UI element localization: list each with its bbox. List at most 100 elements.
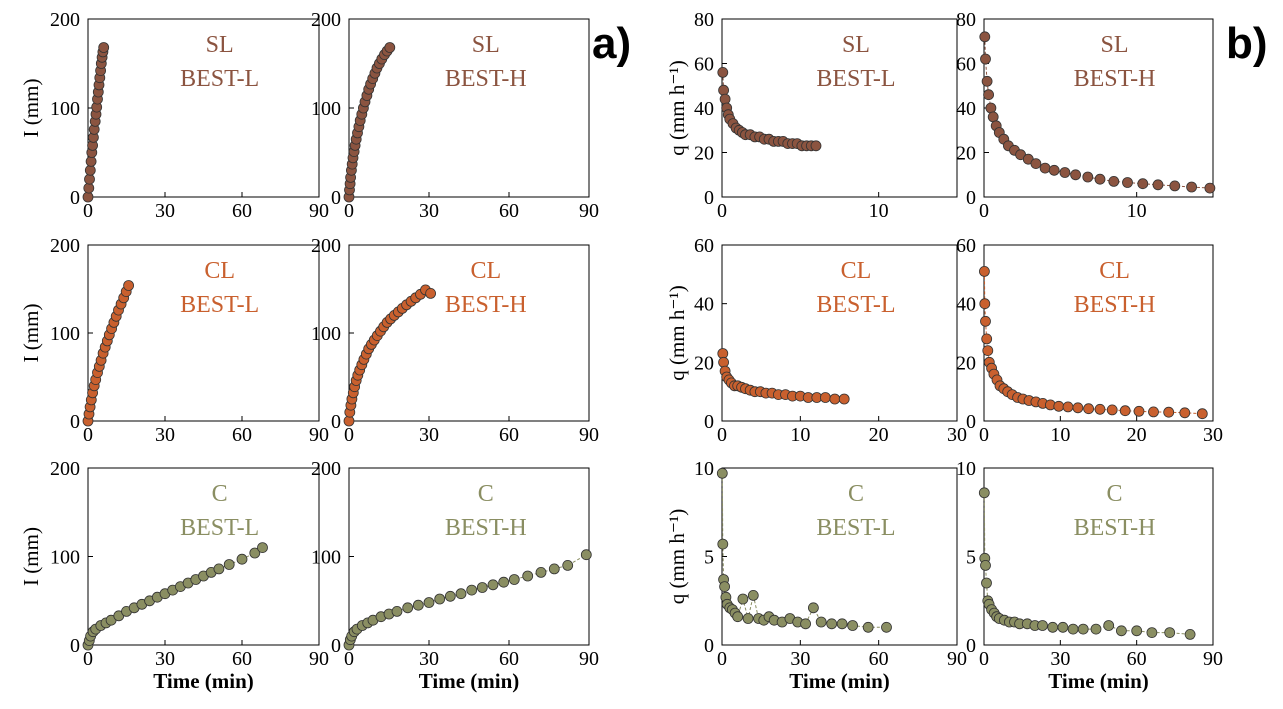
- data-point: [1053, 400, 1065, 412]
- soil-label: CL: [841, 258, 872, 284]
- data-point: [83, 182, 95, 194]
- x-tick-label: 60: [232, 424, 252, 446]
- y-tick-label: 0: [966, 635, 976, 657]
- soil-label: CL: [1099, 258, 1130, 284]
- x-tick-label: 60: [869, 648, 889, 670]
- data-point: [1094, 403, 1106, 415]
- method-label: BEST-H: [1074, 292, 1156, 318]
- y-tick-label: 20: [956, 352, 976, 374]
- data-point: [742, 613, 754, 624]
- panel-b-tag: b): [1226, 19, 1268, 68]
- chart-a-C-L: 0 30 60 90 0 100 200 I (mm) Time (min) C BEST-L: [19, 458, 329, 693]
- chart-b-CL-H: 0 10 20 30 0 20 40 60 CL BEST-H: [956, 235, 1223, 446]
- data-point: [223, 559, 235, 570]
- method-label: BEST-L: [816, 292, 895, 318]
- y-tick-label: 0: [70, 635, 80, 657]
- data-point: [982, 345, 994, 357]
- x-tick-label: 90: [309, 648, 329, 670]
- data-point: [978, 487, 990, 499]
- y-tick-label: 200: [311, 9, 341, 31]
- y-tick-label: 0: [331, 187, 341, 209]
- x-tick-label: 30: [155, 424, 175, 446]
- data-point: [1169, 180, 1181, 192]
- plot-frame: [983, 244, 1214, 422]
- data-point: [717, 67, 729, 78]
- data-point: [1059, 167, 1071, 178]
- data-point: [747, 590, 759, 601]
- data-point: [800, 618, 811, 630]
- data-point: [829, 393, 841, 405]
- chart-b-SL-H: 0 10 0 20 40 60 80 SL BEST-H: [956, 9, 1216, 222]
- y-tick-label: 10: [956, 458, 976, 480]
- soil-label: SL: [1101, 32, 1129, 58]
- data-point: [808, 602, 819, 614]
- x-tick-label: 60: [1127, 648, 1147, 670]
- data-point: [466, 584, 478, 596]
- y-tick-label: 20: [694, 143, 714, 165]
- x-tick-label: 20: [869, 424, 889, 446]
- data-point: [732, 611, 744, 623]
- data-point: [1133, 405, 1145, 417]
- soil-label: C: [212, 481, 228, 507]
- data-point: [498, 576, 510, 588]
- data-point: [1148, 406, 1159, 418]
- x-tick-label: 30: [1203, 424, 1223, 446]
- data-point: [1103, 620, 1115, 631]
- data-point: [1137, 178, 1149, 190]
- y-tick-label: 0: [70, 187, 80, 209]
- data-point: [1122, 177, 1133, 188]
- data-point: [1057, 621, 1069, 633]
- x-axis-title: Time (min): [153, 669, 254, 693]
- data-point: [1164, 627, 1176, 638]
- series-line: [984, 36, 1210, 189]
- y-tick-label: 200: [50, 9, 80, 31]
- chart-b-C-H: 0 30 60 90 0 5 10 Time (min) C BEST-H: [956, 458, 1223, 693]
- data-point: [84, 164, 96, 176]
- x-tick-label: 90: [309, 424, 329, 446]
- method-label: BEST-H: [1074, 66, 1156, 92]
- data-point: [1090, 623, 1102, 635]
- x-tick-label: 0: [344, 424, 354, 446]
- data-point: [1048, 164, 1060, 176]
- soil-label: SL: [206, 32, 234, 58]
- x-tick-label: 0: [83, 424, 93, 446]
- x-tick-label: 0: [717, 648, 727, 670]
- y-tick-label: 100: [50, 98, 80, 120]
- data-point: [249, 547, 261, 559]
- data-point: [815, 616, 827, 628]
- x-tick-label: 0: [717, 424, 727, 446]
- series-line: [983, 492, 1191, 635]
- panel-a-tag: a): [592, 19, 631, 68]
- data-point: [979, 31, 991, 43]
- y-tick-label: 40: [956, 98, 976, 120]
- data-point: [1179, 407, 1191, 419]
- method-label: BEST-L: [180, 66, 259, 92]
- data-point: [981, 75, 993, 87]
- data-point: [836, 618, 848, 630]
- y-tick-label: 100: [311, 323, 341, 345]
- method-label: BEST-H: [445, 66, 527, 92]
- data-point: [455, 588, 467, 600]
- method-label: BEST-L: [816, 66, 895, 92]
- x-tick-label: 90: [579, 424, 599, 446]
- data-point: [508, 574, 520, 585]
- soil-label: CL: [204, 258, 235, 284]
- data-point: [257, 542, 268, 553]
- y-tick-label: 100: [311, 98, 341, 120]
- y-tick-label: 80: [694, 9, 714, 31]
- y-tick-label: 20: [694, 352, 714, 374]
- y-tick-label: 60: [694, 54, 714, 76]
- x-tick-label: 30: [947, 424, 967, 446]
- data-point: [1119, 405, 1131, 417]
- y-tick-label: 5: [704, 547, 714, 569]
- y-tick-label: 0: [966, 187, 976, 209]
- data-point: [985, 102, 997, 114]
- y-tick-label: 0: [331, 635, 341, 657]
- x-tick-label: 0: [83, 648, 93, 670]
- y-tick-label: 5: [966, 547, 976, 569]
- y-tick-label: 200: [311, 458, 341, 480]
- data-point: [717, 538, 729, 550]
